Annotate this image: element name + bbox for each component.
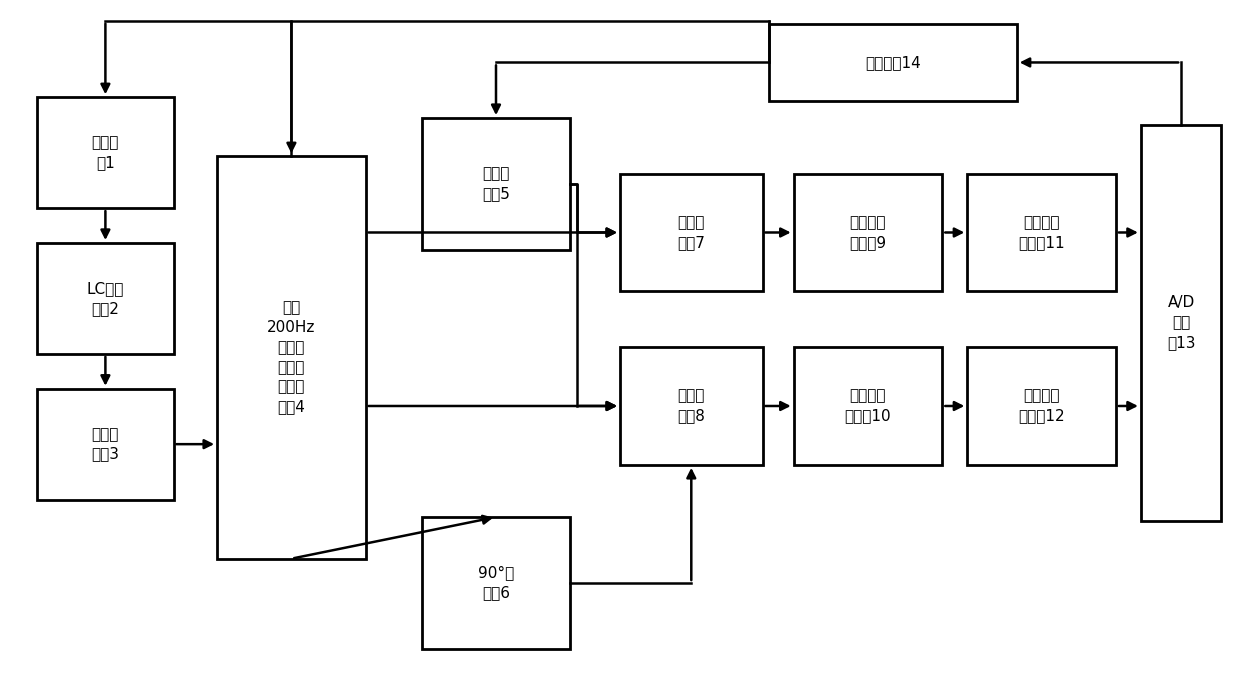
Bar	[217, 156, 366, 559]
Text: 90°移
相器6: 90°移 相器6	[477, 566, 515, 600]
Text: 带宽
200Hz
中心频
率可调
带通滤
波器4: 带宽 200Hz 中心频 率可调 带通滤 波器4	[267, 301, 316, 414]
Bar	[37, 97, 174, 208]
Text: 信号发
生器5: 信号发 生器5	[482, 167, 510, 201]
Bar	[422, 517, 570, 649]
Bar	[37, 389, 174, 500]
Text: 第一乘
法器7: 第一乘 法器7	[677, 215, 706, 250]
Bar	[37, 243, 174, 354]
Text: 前置放
大器3: 前置放 大器3	[92, 427, 119, 462]
Bar	[967, 174, 1116, 291]
Bar	[794, 174, 942, 291]
Text: A/D
采集
卡13: A/D 采集 卡13	[1167, 296, 1195, 350]
Bar	[1141, 125, 1221, 520]
Bar	[620, 174, 763, 291]
Bar	[769, 24, 1017, 101]
Bar	[620, 347, 763, 465]
Text: 第一低通
滤波器9: 第一低通 滤波器9	[849, 215, 887, 250]
Text: 同相二级
放大器11: 同相二级 放大器11	[1018, 215, 1065, 250]
Bar	[794, 347, 942, 465]
Text: 主控模块14: 主控模块14	[866, 55, 920, 70]
Text: 第二低通
滤波器10: 第二低通 滤波器10	[844, 389, 892, 423]
Bar	[422, 118, 570, 250]
Bar	[967, 347, 1116, 465]
Text: LC匹配
网络2: LC匹配 网络2	[87, 281, 124, 316]
Text: 接收线
圈1: 接收线 圈1	[92, 135, 119, 170]
Text: 第二乘
法器8: 第二乘 法器8	[677, 389, 706, 423]
Text: 正交二级
放大器12: 正交二级 放大器12	[1018, 389, 1065, 423]
